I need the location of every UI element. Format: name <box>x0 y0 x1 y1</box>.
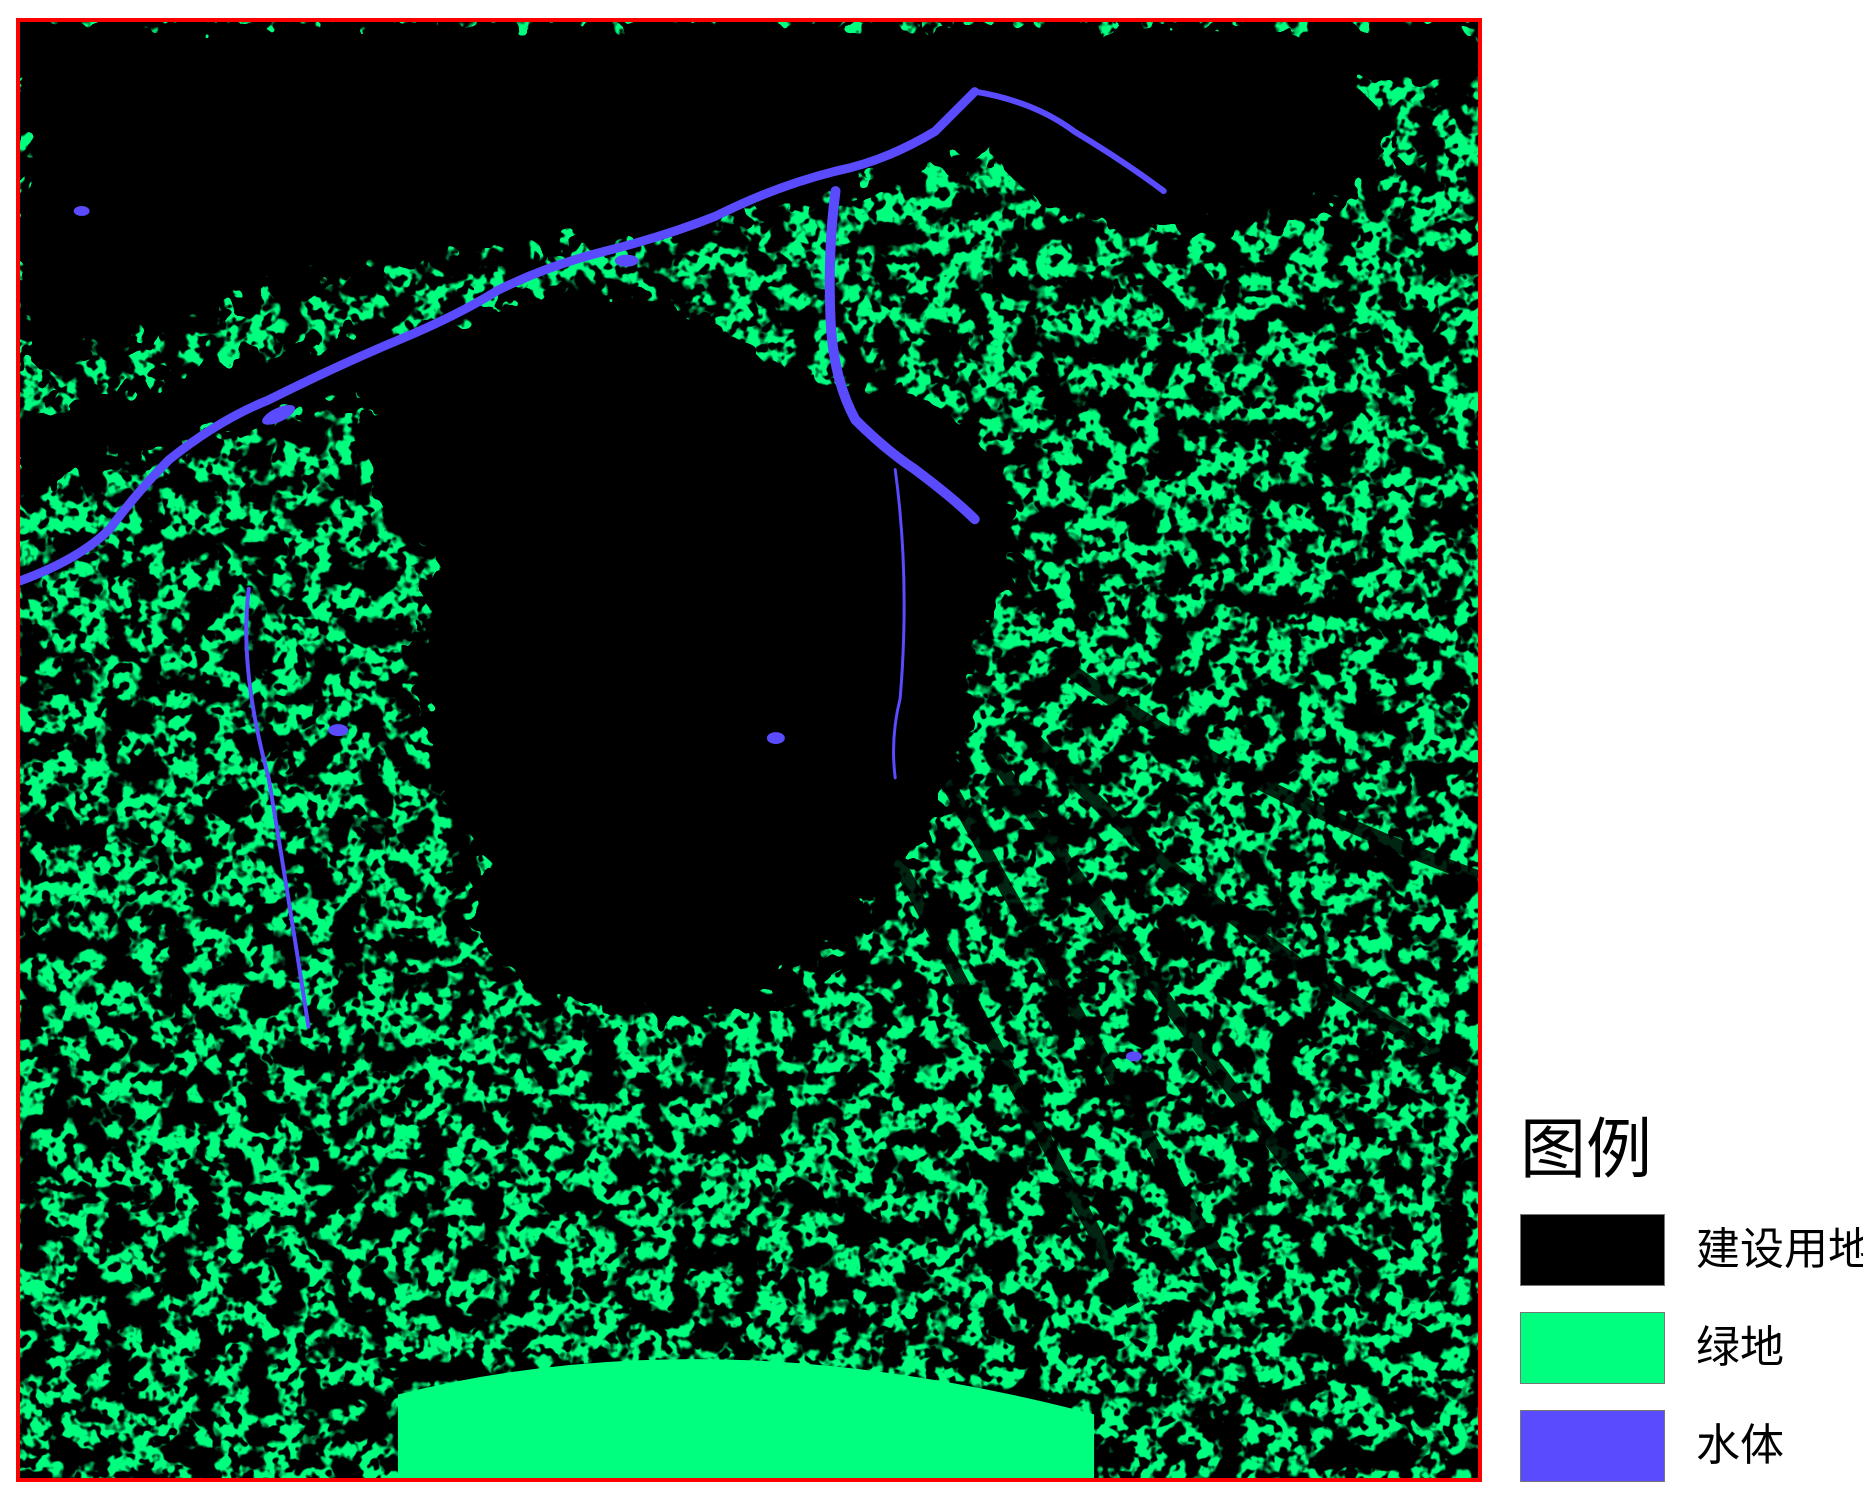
legend-item-green-land: 绿地 <box>1520 1312 1850 1386</box>
southeast-streaks <box>879 652 1478 1309</box>
map-canvas <box>20 22 1478 1478</box>
canal-east <box>824 186 980 525</box>
legend-item-water: 水体 <box>1520 1410 1850 1484</box>
stream-west <box>244 586 311 1029</box>
stream-east <box>892 468 906 780</box>
water-bodies <box>20 87 1167 1029</box>
map-legend: 图例 建设用地 绿地 水体 <box>1520 1110 1863 1490</box>
land-use-map[interactable] <box>16 18 1482 1482</box>
southern-green-belt <box>397 1359 1095 1478</box>
legend-label-water: 水体 <box>1696 1420 1784 1471</box>
legend-label-built-land: 建设用地 <box>1696 1224 1863 1275</box>
legend-title: 图例 <box>1520 1111 1652 1188</box>
legend-swatch-built-land <box>1520 1214 1665 1286</box>
legend-swatch-green-land <box>1520 1312 1665 1384</box>
water-ponds <box>73 205 1142 1062</box>
river-branch-north <box>971 88 1167 195</box>
legend-item-built-land: 建设用地 <box>1520 1214 1863 1288</box>
legend-label-green-land: 绿地 <box>1696 1322 1784 1373</box>
legend-swatch-water <box>1520 1410 1665 1482</box>
urban-core <box>20 22 1478 1017</box>
main-river <box>20 87 980 586</box>
